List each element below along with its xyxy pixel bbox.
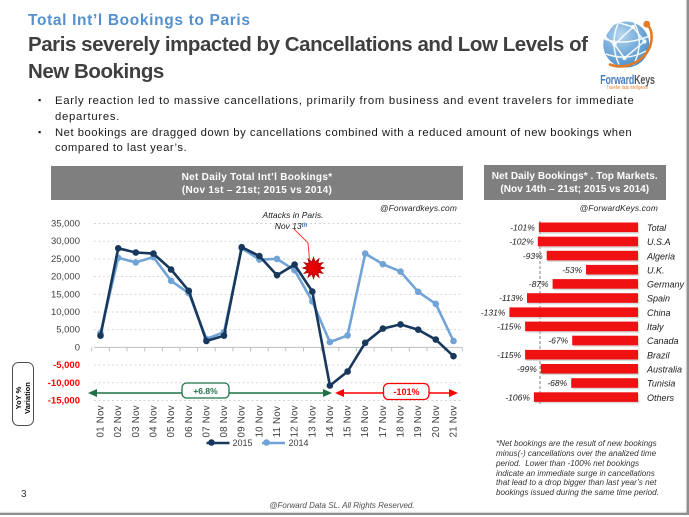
svg-text:35,000: 35,000 xyxy=(51,219,80,230)
svg-text:13 Nov: 13 Nov xyxy=(307,405,318,437)
svg-text:Italy: Italy xyxy=(647,322,664,332)
svg-text:Total: Total xyxy=(647,223,667,233)
svg-text:11 Nov: 11 Nov xyxy=(272,406,283,438)
svg-text:06 Nov: 06 Nov xyxy=(184,405,195,437)
svg-text:Brazil: Brazil xyxy=(647,350,671,360)
svg-text:+6.8%: +6.8% xyxy=(193,386,218,396)
svg-text:-68%: -68% xyxy=(547,378,567,388)
svg-text:04 Nov: 04 Nov xyxy=(148,405,159,437)
svg-text:14 Nov: 14 Nov xyxy=(325,405,336,437)
svg-text:-131%: -131% xyxy=(481,307,506,317)
svg-text:08 Nov: 08 Nov xyxy=(219,405,230,437)
svg-text:05 Nov: 05 Nov xyxy=(166,405,177,437)
svg-text:Spain: Spain xyxy=(647,294,670,304)
svg-text:-10,000: -10,000 xyxy=(48,378,80,389)
svg-text:01 Nov: 01 Nov xyxy=(96,405,107,437)
svg-text:21 Nov: 21 Nov xyxy=(449,405,460,437)
svg-text:20 Nov: 20 Nov xyxy=(431,405,442,437)
svg-text:18 Nov: 18 Nov xyxy=(396,405,407,437)
svg-text:15 Nov: 15 Nov xyxy=(343,405,354,437)
svg-text:-102%: -102% xyxy=(509,237,534,247)
svg-text:-101%: -101% xyxy=(393,387,419,397)
svg-text:-53%: -53% xyxy=(562,265,582,275)
svg-text:-115%: -115% xyxy=(497,322,521,332)
svg-text:Algeria: Algeria xyxy=(646,251,675,261)
svg-text:-87%: -87% xyxy=(529,279,549,289)
svg-text:2014: 2014 xyxy=(289,438,309,448)
svg-text:Others: Others xyxy=(647,393,675,403)
svg-text:12 Nov: 12 Nov xyxy=(290,405,301,437)
svg-text:-93%: -93% xyxy=(523,251,543,261)
svg-text:Australia: Australia xyxy=(646,365,682,375)
svg-text:-15,000: -15,000 xyxy=(48,396,80,407)
svg-text:-113%: -113% xyxy=(499,293,523,303)
svg-text:30,000: 30,000 xyxy=(51,236,80,247)
svg-text:02 Nov: 02 Nov xyxy=(113,405,124,437)
svg-text:-101%: -101% xyxy=(510,223,535,233)
svg-text:-67%: -67% xyxy=(548,336,568,346)
svg-text:Attacks in Paris.: Attacks in Paris. xyxy=(262,210,324,220)
svg-text:-99%: -99% xyxy=(517,364,537,374)
svg-text:Germany: Germany xyxy=(647,280,685,290)
svg-text:-115%: -115% xyxy=(497,350,521,360)
svg-text:19 Nov: 19 Nov xyxy=(413,405,424,437)
svg-text:10 Nov: 10 Nov xyxy=(254,405,265,437)
svg-text:U.S.A: U.S.A xyxy=(647,237,671,247)
svg-text:15,000: 15,000 xyxy=(51,289,80,300)
svg-text:-106%: -106% xyxy=(505,392,530,402)
svg-text:09 Nov: 09 Nov xyxy=(237,405,248,437)
svg-text:China: China xyxy=(647,308,671,318)
svg-text:2015: 2015 xyxy=(233,438,253,448)
svg-text:-5,000: -5,000 xyxy=(53,360,80,371)
svg-text:Tunisia: Tunisia xyxy=(647,379,675,389)
svg-text:03 Nov: 03 Nov xyxy=(131,405,142,437)
svg-text:U.K.: U.K. xyxy=(647,265,665,275)
svg-text:10,000: 10,000 xyxy=(51,307,80,318)
svg-text:Canada: Canada xyxy=(647,336,679,346)
svg-text:17 Nov: 17 Nov xyxy=(378,405,389,437)
svg-text:25,000: 25,000 xyxy=(51,254,80,265)
svg-text:5,000: 5,000 xyxy=(56,325,80,336)
svg-text:Nov 13th: Nov 13th xyxy=(275,221,308,231)
svg-text:0: 0 xyxy=(75,342,80,353)
svg-text:20,000: 20,000 xyxy=(51,272,80,283)
svg-text:07 Nov: 07 Nov xyxy=(201,405,212,437)
svg-text:16 Nov: 16 Nov xyxy=(360,405,371,437)
